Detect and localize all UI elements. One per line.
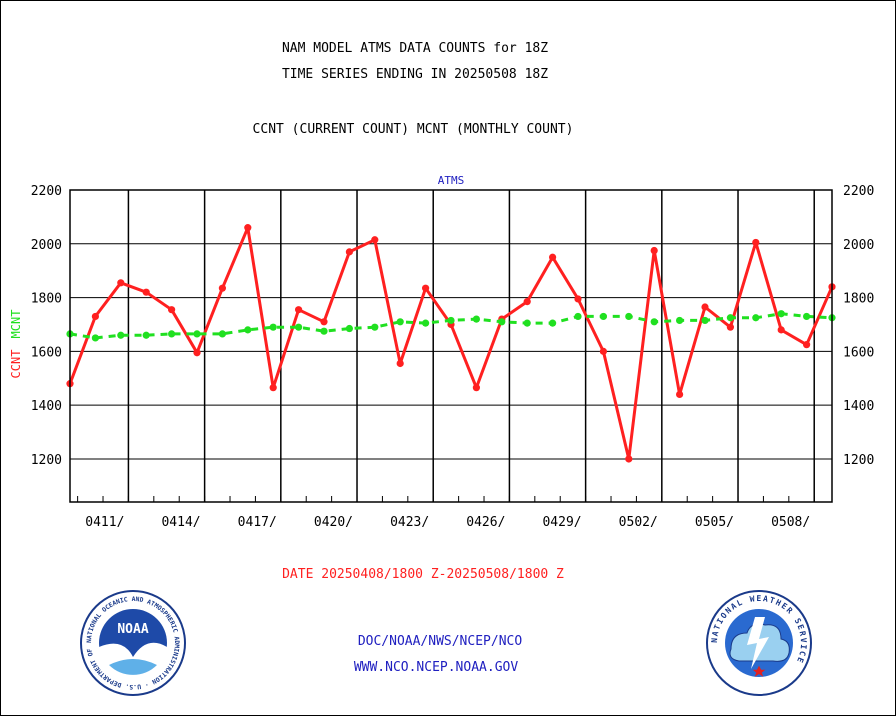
x-tick-label: 0502/ xyxy=(619,515,658,530)
data-point-mcnt xyxy=(244,326,252,334)
data-point-ccnt xyxy=(117,279,125,287)
data-point-mcnt xyxy=(168,330,176,338)
data-point-ccnt xyxy=(472,384,480,392)
data-point-mcnt xyxy=(142,331,150,339)
data-point-ccnt xyxy=(269,384,277,392)
data-point-ccnt xyxy=(142,288,150,296)
x-tick-label: 0414/ xyxy=(161,515,200,530)
data-point-ccnt xyxy=(549,253,557,261)
data-point-mcnt xyxy=(549,319,557,327)
data-point-mcnt xyxy=(498,318,506,326)
data-point-mcnt xyxy=(650,318,658,326)
y-tick-label-right: 1800 xyxy=(843,292,874,307)
x-tick-label: 0417/ xyxy=(238,515,277,530)
x-tick-label: 0429/ xyxy=(542,515,581,530)
data-point-ccnt xyxy=(650,246,658,255)
y-tick-label-left: 1400 xyxy=(31,399,62,414)
data-point-mcnt xyxy=(295,323,303,331)
data-point-ccnt xyxy=(752,238,760,247)
y-tick-label-left: 1800 xyxy=(31,292,62,307)
data-point-mcnt xyxy=(422,319,430,327)
x-tick-labels: 0411/0414/0417/0420/0423/0426/0429/0502/… xyxy=(85,515,810,530)
data-point-ccnt xyxy=(599,347,608,355)
legend-line: CCNT (CURRENT COUNT) MCNT (MONTHLY COUNT… xyxy=(253,122,574,137)
title-line-2: TIME SERIES ENDING IN 20250508 18Z xyxy=(282,67,548,82)
data-point-mcnt xyxy=(91,334,99,342)
data-point-ccnt xyxy=(523,298,531,306)
data-point-ccnt xyxy=(701,303,709,311)
x-tick-label: 0411/ xyxy=(85,515,124,530)
data-point-ccnt xyxy=(726,323,735,331)
data-point-mcnt xyxy=(777,310,785,318)
data-point-mcnt xyxy=(625,312,633,321)
data-point-mcnt xyxy=(117,331,125,339)
data-point-mcnt xyxy=(803,312,811,321)
x-tick-label: 0508/ xyxy=(771,515,810,530)
y-tick-label-left: 2000 xyxy=(31,238,62,253)
noaa-logo: NATIONAL OCEANIC AND ATMOSPHERIC ADMINIS… xyxy=(80,590,186,696)
data-point-mcnt xyxy=(574,312,582,321)
y-tick-label-right: 1600 xyxy=(843,345,874,360)
series-layer xyxy=(66,224,836,463)
data-point-mcnt xyxy=(726,314,735,322)
x-tick-label: 0426/ xyxy=(466,515,505,530)
y-tick-label-right: 1200 xyxy=(843,453,874,468)
y-tick-label-left: 1600 xyxy=(31,345,62,360)
y-axis-label-mcnt: MCNT xyxy=(9,310,23,339)
data-point-ccnt xyxy=(320,318,328,326)
data-point-mcnt xyxy=(701,316,709,325)
x-tick-label: 0505/ xyxy=(695,515,734,530)
data-point-ccnt xyxy=(345,248,353,256)
data-point-mcnt xyxy=(218,330,226,338)
data-point-mcnt xyxy=(447,316,455,325)
data-point-mcnt xyxy=(371,323,379,331)
data-point-mcnt xyxy=(472,315,480,323)
data-point-ccnt xyxy=(91,312,99,321)
data-point-mcnt xyxy=(269,323,277,331)
x-axis-label: DATE 20250408/1800 Z-20250508/1800 Z xyxy=(282,567,564,582)
y-tick-labels: 1200 1200 1400 1400 1600 1600 1800 1800 2000 2000… xyxy=(31,184,875,468)
nws-logo: NATIONAL WEATHER SERVICE xyxy=(706,590,812,696)
title-line-1: NAM MODEL ATMS DATA COUNTS for 18Z xyxy=(282,41,548,56)
x-tick-label: 0420/ xyxy=(314,515,353,530)
plot-frame xyxy=(69,189,833,503)
data-point-mcnt xyxy=(345,324,353,333)
y-tick-label-left: 2200 xyxy=(31,184,62,199)
data-point-ccnt xyxy=(777,326,785,334)
data-point-ccnt xyxy=(193,349,201,357)
y-tick-label-left: 1200 xyxy=(31,453,62,468)
grid-layer xyxy=(70,189,832,502)
data-point-ccnt xyxy=(218,284,226,292)
y-axis-label: CCNT MCNT xyxy=(9,310,23,379)
data-point-mcnt xyxy=(676,316,684,325)
data-point-ccnt xyxy=(295,306,303,314)
data-point-ccnt xyxy=(371,236,379,244)
data-point-ccnt xyxy=(396,359,404,368)
data-point-mcnt xyxy=(396,318,404,326)
data-point-ccnt xyxy=(625,455,633,463)
data-point-ccnt xyxy=(422,284,430,292)
data-point-ccnt xyxy=(676,390,684,399)
y-tick-label-right: 2000 xyxy=(843,238,874,253)
data-point-mcnt xyxy=(193,330,201,338)
data-point-mcnt xyxy=(752,314,760,322)
data-point-mcnt xyxy=(599,312,608,321)
footer-line-1: DOC/NOAA/NWS/NCEP/NCO xyxy=(358,634,523,649)
y-axis-label-ccnt: CCNT xyxy=(9,350,23,379)
data-point-mcnt xyxy=(320,327,328,335)
data-point-ccnt xyxy=(168,306,176,314)
x-tick-label: 0423/ xyxy=(390,515,429,530)
data-point-mcnt xyxy=(523,319,531,327)
chart-title: ATMS xyxy=(438,174,465,187)
noaa-logo-text: NOAA xyxy=(117,622,148,637)
footer-line-2: WWW.NCO.NCEP.NOAA.GOV xyxy=(354,660,519,675)
y-tick-label-right: 2200 xyxy=(843,184,874,199)
data-point-ccnt xyxy=(244,224,252,232)
data-point-ccnt xyxy=(803,341,811,349)
y-tick-label-right: 1400 xyxy=(843,399,874,414)
data-point-ccnt xyxy=(574,295,582,303)
series-line-ccnt xyxy=(68,226,834,461)
